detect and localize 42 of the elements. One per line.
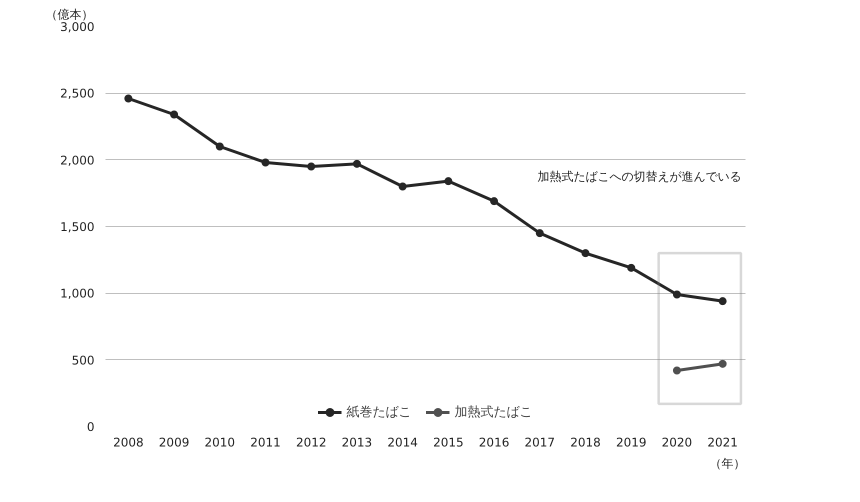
point <box>124 94 132 102</box>
annotation: 加熱式たばこへの切替えが進んでいる <box>538 170 742 184</box>
x-tick-label: 2013 <box>342 436 372 450</box>
y-tick-label: 2,000 <box>60 153 95 168</box>
x-tick-label: 2018 <box>570 436 601 450</box>
point <box>262 158 270 166</box>
point <box>536 229 544 238</box>
point <box>672 290 681 298</box>
x-tick-label: 2019 <box>616 436 646 450</box>
point <box>307 162 316 170</box>
point <box>718 360 727 368</box>
y-tick-label: 1,000 <box>60 286 95 301</box>
point <box>672 366 681 374</box>
x-tick-label: 2017 <box>524 436 556 450</box>
y-tick-label: 0 <box>86 420 95 434</box>
x-tick-label: 2011 <box>250 436 281 450</box>
x-tick-label: 2020 <box>662 436 692 450</box>
x-tick-label: 2009 <box>158 436 190 450</box>
x-axis-title: （年） <box>710 456 746 470</box>
x-tick-label: 2015 <box>433 436 464 450</box>
legend-label: 加熱式たばこ <box>454 404 532 421</box>
point <box>216 142 224 150</box>
x-tick-label: 2016 <box>478 436 510 450</box>
x-tick-label: 2021 <box>707 436 738 450</box>
y-tick-label: 3,000 <box>60 20 95 34</box>
y-tick-label: 2,500 <box>60 86 95 101</box>
y-tick-label: 500 <box>72 353 94 368</box>
x-tick-label: 2012 <box>296 436 326 450</box>
x-tick-label: 2010 <box>204 436 236 450</box>
point <box>582 249 590 258</box>
x-tick-label: 2008 <box>113 436 144 450</box>
point <box>170 110 178 118</box>
point <box>627 264 636 272</box>
point <box>490 197 498 206</box>
point <box>718 297 727 306</box>
x-tick-label: 2014 <box>387 436 418 450</box>
point <box>352 160 361 168</box>
y-axis-title: （億本） <box>46 8 94 22</box>
y-tick-label: 1,500 <box>60 220 95 234</box>
point <box>398 182 407 190</box>
point <box>444 177 452 186</box>
legend-label: 紙巻たばこ <box>346 404 412 421</box>
